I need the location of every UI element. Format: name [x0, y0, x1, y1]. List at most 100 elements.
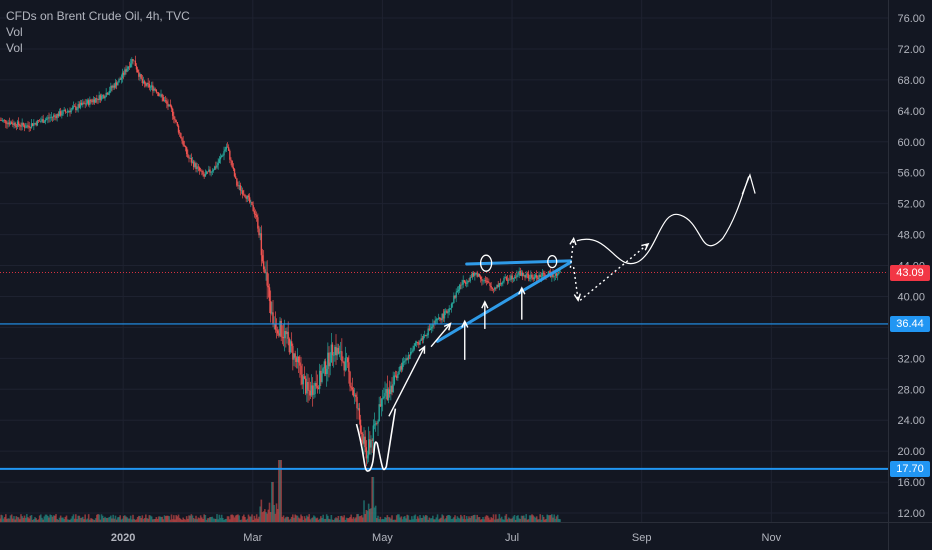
candle-body	[497, 284, 499, 287]
volume-bar	[555, 516, 558, 522]
impulse-arrow[interactable]	[388, 346, 426, 417]
dotted-arrow-down[interactable]	[572, 266, 579, 301]
candle-body	[379, 404, 382, 407]
impulse-arrow-2-head[interactable]	[443, 322, 452, 331]
x-tick-label[interactable]: Jul	[505, 532, 519, 544]
support-arrow-2-head[interactable]	[481, 300, 489, 309]
legend-vol-2[interactable]: Vol	[6, 41, 23, 55]
high-circle-2[interactable]	[547, 254, 558, 269]
volume-bar	[114, 515, 117, 522]
volume-bar	[7, 518, 9, 522]
volume-bar	[220, 514, 223, 522]
dotted-arrow-up-head[interactable]	[569, 236, 577, 246]
volume-bar	[63, 519, 65, 522]
y-tick-label[interactable]: 48.00	[897, 230, 925, 242]
volume-bar	[13, 516, 15, 522]
candle-body	[117, 82, 119, 86]
annotation-drawings[interactable]	[355, 173, 756, 472]
y-tick-label[interactable]: 76.00	[897, 13, 925, 25]
y-tick-label[interactable]: 56.00	[897, 168, 925, 180]
volume-bar	[76, 519, 78, 522]
candle-body	[113, 85, 116, 88]
candle-body	[274, 323, 277, 330]
x-tick-label[interactable]: Sep	[632, 532, 652, 544]
candle-body	[328, 352, 330, 367]
candle-body	[469, 276, 471, 282]
candle-body	[76, 108, 78, 110]
volume-bar	[511, 518, 513, 522]
y-tick-label[interactable]: 68.00	[897, 75, 925, 87]
volume-bar	[215, 518, 217, 522]
candle-body	[23, 125, 26, 128]
candle-body	[187, 154, 189, 158]
volume-bar	[248, 516, 251, 522]
candle-body	[131, 59, 133, 64]
horizontal-levels[interactable]	[0, 272, 888, 470]
y-tick-label[interactable]: 28.00	[897, 384, 925, 396]
volume-bar	[510, 518, 512, 522]
y-tick-label[interactable]: 64.00	[897, 106, 925, 118]
candle-body	[128, 66, 131, 68]
x-tick-label[interactable]: May	[372, 532, 393, 544]
candle-body	[115, 82, 118, 86]
volume-bar	[272, 482, 274, 522]
volume-bar	[210, 517, 212, 522]
candle-body	[108, 90, 111, 94]
volume-bar	[365, 509, 368, 522]
candle-body	[119, 79, 121, 80]
volume-bar	[195, 515, 197, 522]
volume-bar	[399, 517, 401, 522]
y-tick-label[interactable]: 40.00	[897, 291, 925, 303]
candle-body	[56, 113, 58, 119]
legend-vol-1[interactable]: Vol	[6, 25, 23, 39]
volume-bar	[450, 519, 453, 522]
x-tick-label[interactable]: Nov	[762, 532, 782, 544]
y-tick-label[interactable]: 52.00	[897, 199, 925, 211]
candle-body	[292, 346, 294, 360]
impulse-arrow-head[interactable]	[418, 345, 426, 354]
candle-body	[534, 275, 537, 278]
volume-bar	[427, 519, 429, 522]
projection-wave-head[interactable]	[741, 173, 756, 195]
x-tick-label[interactable]: Mar	[243, 532, 262, 544]
volume-bar	[384, 517, 386, 522]
support-arrow-3-head[interactable]	[518, 286, 526, 295]
triangle-bottom-line[interactable]	[436, 260, 572, 343]
dotted-arrow-down-head[interactable]	[573, 293, 582, 302]
legend-symbol[interactable]: CFDs on Brent Crude Oil, 4h, TVC	[6, 9, 190, 23]
triangle-top-line[interactable]	[465, 259, 572, 266]
volume-bar	[349, 516, 351, 522]
impulse-arrow-2[interactable]	[430, 323, 452, 348]
double-bottom-drawing[interactable]	[355, 408, 397, 472]
y-tick-label[interactable]: 24.00	[897, 415, 925, 427]
candle-body	[236, 178, 238, 186]
dotted-target-arrow-head[interactable]	[641, 242, 650, 251]
volume-bar	[380, 519, 383, 522]
y-tick-label[interactable]: 60.00	[897, 137, 925, 149]
projection-wave[interactable]	[576, 176, 750, 265]
volume-bar	[105, 517, 107, 522]
candle-body	[294, 353, 296, 358]
volume-bar	[358, 516, 361, 522]
candle-body	[66, 111, 69, 113]
volume-bar	[257, 518, 259, 522]
volume-bar	[316, 517, 319, 522]
y-tick-label[interactable]: 32.00	[897, 353, 925, 365]
y-tick-label[interactable]: 72.00	[897, 44, 925, 56]
y-tick-label[interactable]: 12.00	[897, 508, 925, 520]
candle-body	[75, 106, 77, 110]
volume-bar	[38, 515, 41, 522]
y-tick-label[interactable]: 16.00	[897, 477, 925, 489]
volume-bar	[355, 517, 357, 522]
support-arrow-1-head[interactable]	[461, 319, 469, 328]
candle-body	[181, 138, 183, 141]
candle-body	[418, 342, 420, 345]
candle-body	[358, 408, 361, 420]
y-tick-label[interactable]: 20.00	[897, 446, 925, 458]
high-circle-1[interactable]	[479, 254, 493, 272]
candle-body	[409, 351, 412, 356]
volume-bar	[8, 518, 11, 522]
volume-bar	[162, 519, 165, 522]
x-tick-label[interactable]: 2020	[111, 532, 135, 544]
